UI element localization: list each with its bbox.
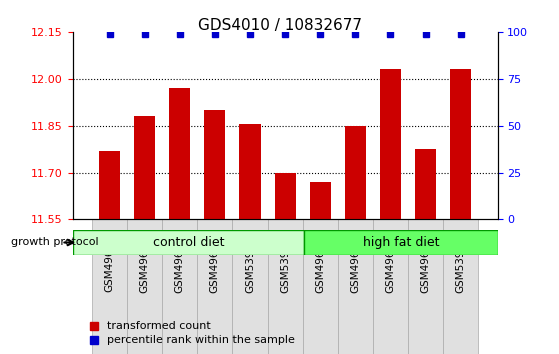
Bar (310, 182, 331, 219)
Text: high fat diet: high fat diet (363, 236, 439, 249)
Bar (239, 124, 260, 219)
Bar (134, 116, 155, 219)
Bar (415, 149, 436, 219)
Bar (92, 219, 127, 354)
Text: growth protocol: growth protocol (11, 238, 99, 247)
Bar (274, 172, 296, 219)
Bar (99, 151, 120, 219)
Bar (268, 219, 302, 354)
Bar (305, 230, 498, 255)
Bar (345, 126, 366, 219)
Bar (162, 219, 197, 354)
Text: GDS4010 / 10832677: GDS4010 / 10832677 (197, 18, 362, 33)
Bar (302, 219, 338, 354)
Bar (205, 110, 225, 219)
Bar (338, 219, 373, 354)
Bar (443, 219, 478, 354)
Text: control diet: control diet (153, 236, 224, 249)
Bar (380, 69, 401, 219)
Bar (169, 88, 190, 219)
Bar (450, 69, 471, 219)
Text: percentile rank within the sample: percentile rank within the sample (107, 335, 295, 345)
Bar (373, 219, 408, 354)
Bar (233, 219, 268, 354)
Text: transformed count: transformed count (107, 321, 210, 331)
Bar (197, 219, 233, 354)
Bar (73, 230, 305, 255)
Bar (408, 219, 443, 354)
Bar (127, 219, 162, 354)
